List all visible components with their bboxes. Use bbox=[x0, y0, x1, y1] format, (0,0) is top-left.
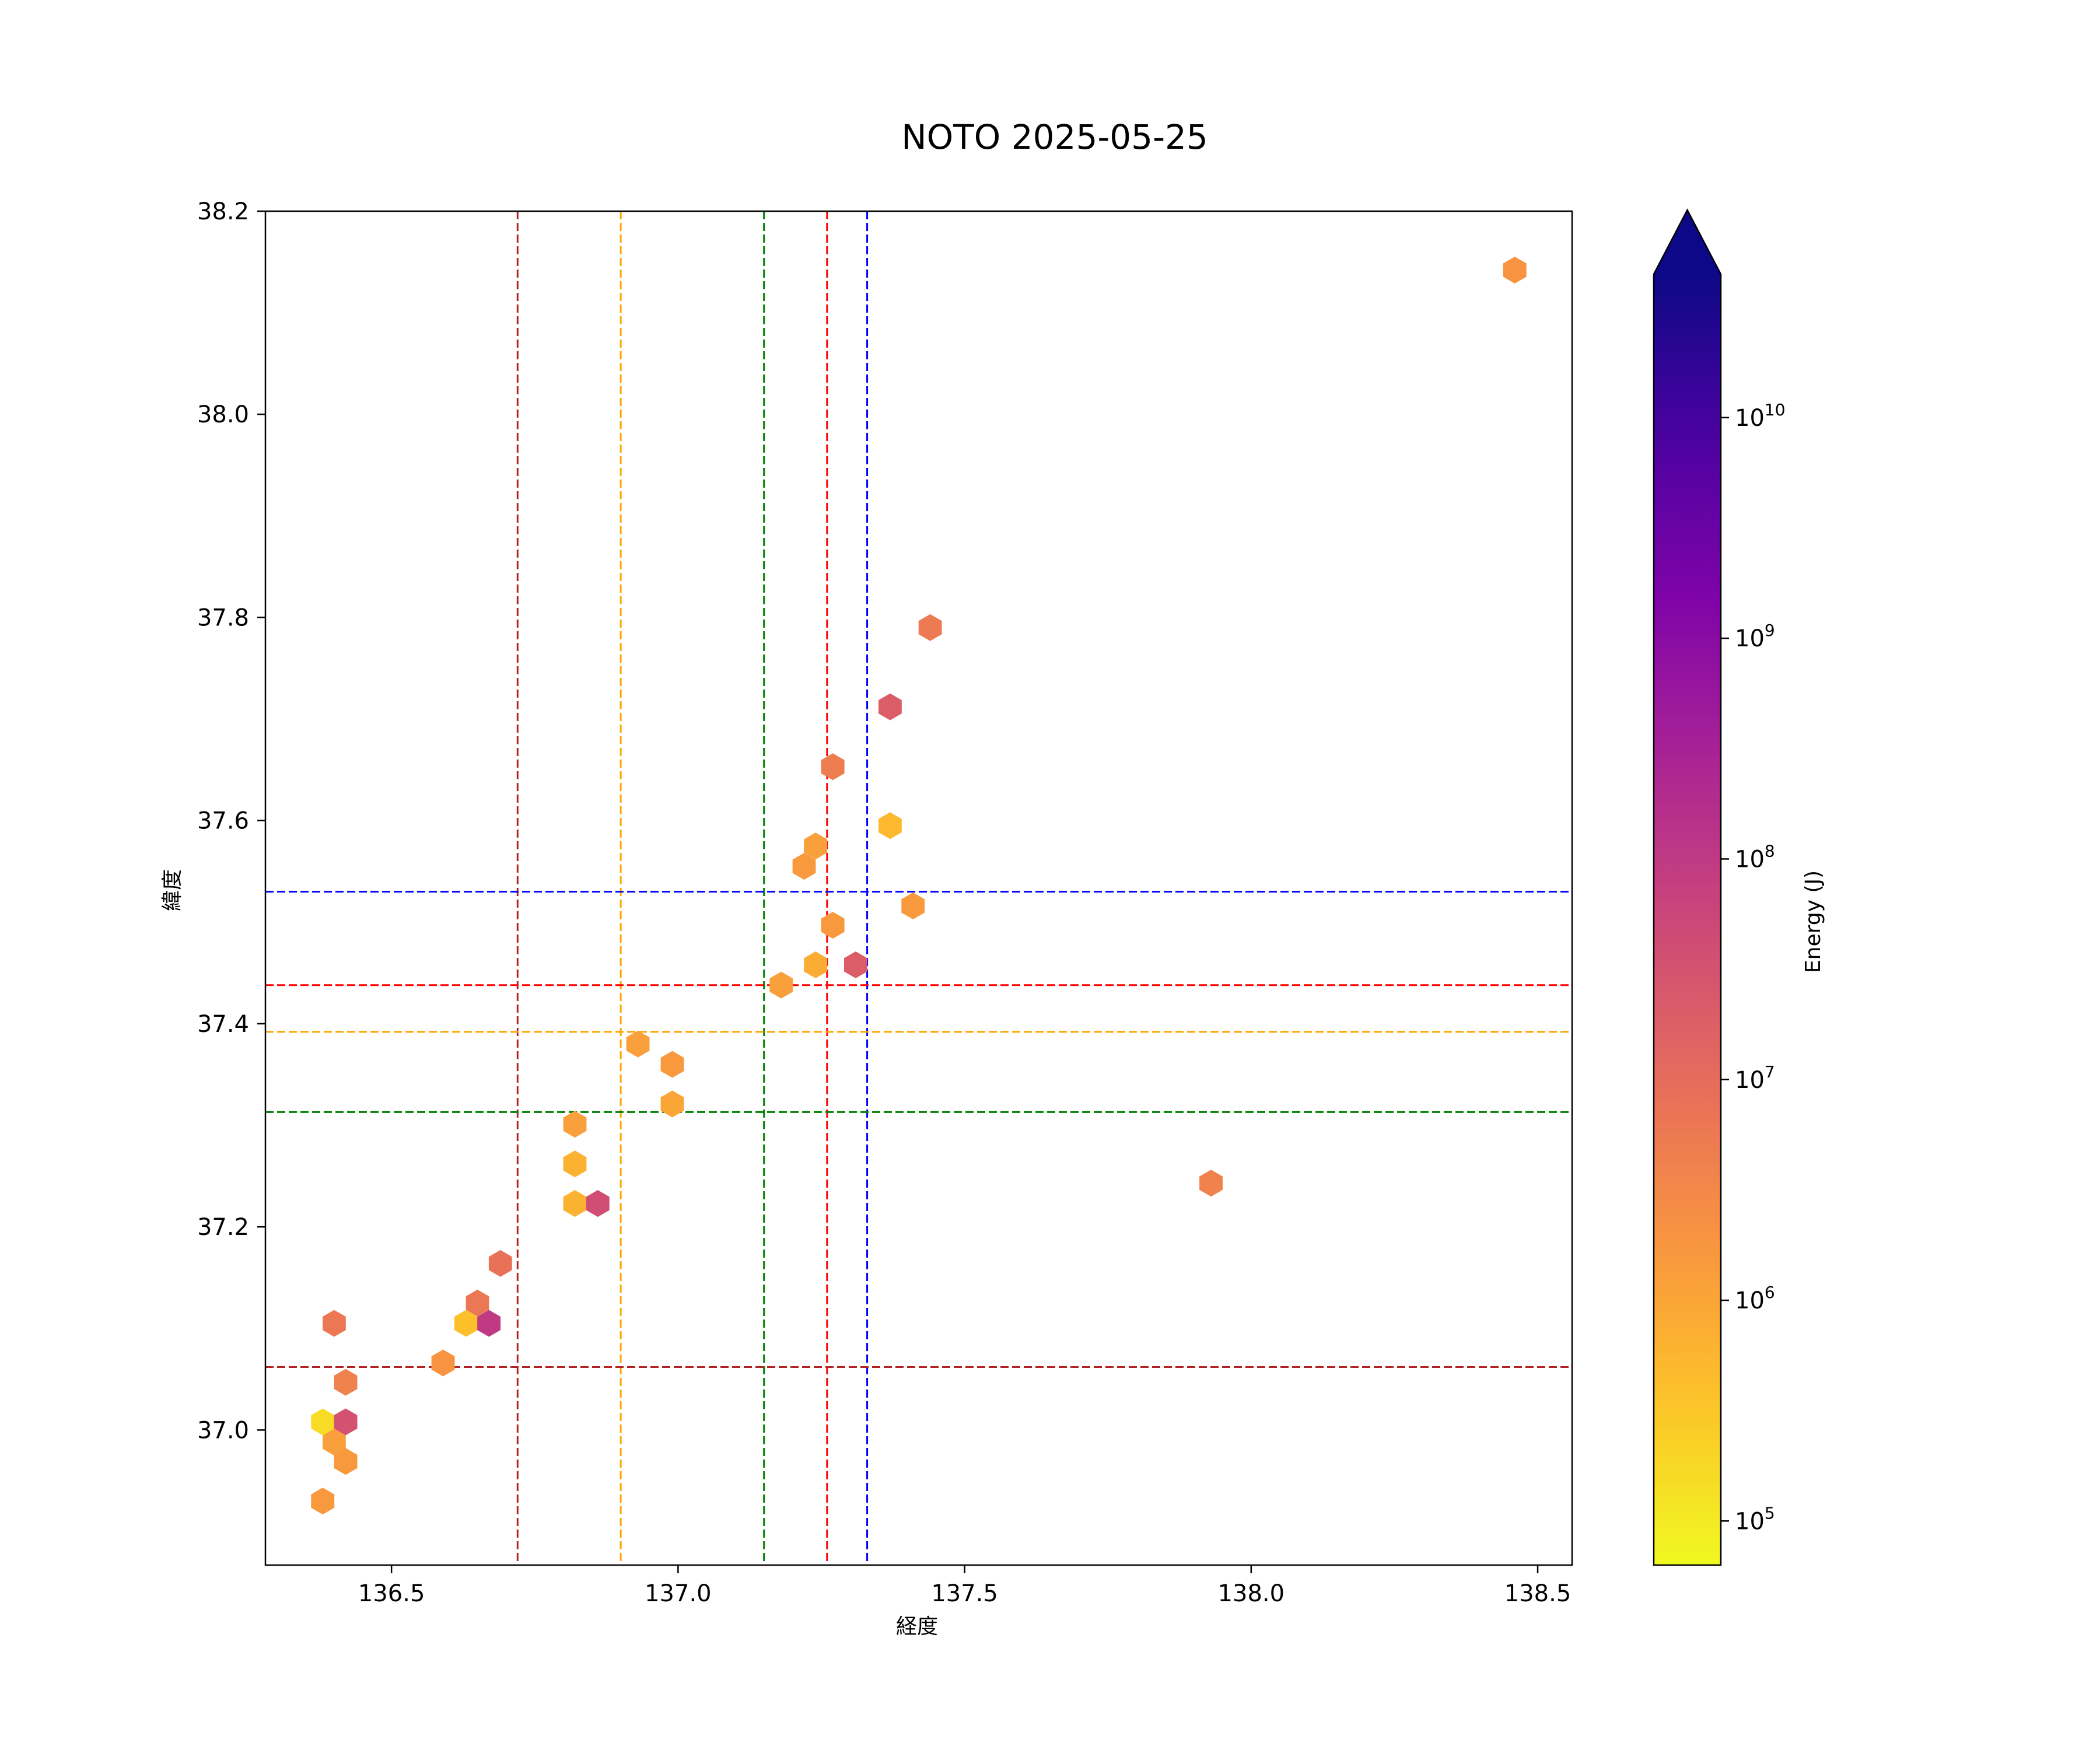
y-axis: 37.0 37.2 37.4 37.6 37.8 38.0 38.2 bbox=[197, 198, 265, 1444]
hexbin-cell bbox=[563, 1111, 587, 1138]
colorbar-gradient bbox=[1654, 274, 1721, 1565]
x-axis-label: 経度 bbox=[896, 1615, 938, 1639]
hexbin-cell bbox=[821, 753, 845, 780]
y-axis-label: 緯度 bbox=[160, 869, 184, 911]
hexbin-cell bbox=[431, 1349, 455, 1377]
hexbin-cell bbox=[844, 951, 867, 978]
x-tick-label: 137.5 bbox=[931, 1580, 998, 1607]
hexbin-cell bbox=[821, 912, 845, 939]
hexbin-cells bbox=[311, 257, 1527, 1515]
x-tick-label: 138.5 bbox=[1504, 1580, 1572, 1607]
hexbin-cell bbox=[1199, 1170, 1223, 1197]
hexbin-cell bbox=[334, 1448, 358, 1475]
hexbin-cell bbox=[804, 951, 828, 978]
x-tick-label: 137.0 bbox=[645, 1580, 712, 1607]
hexbin-cell bbox=[563, 1190, 587, 1217]
reference-lines bbox=[265, 211, 1572, 1565]
hexbin-cell bbox=[792, 853, 816, 880]
x-tick-label: 136.5 bbox=[358, 1580, 425, 1607]
hexbin-cell bbox=[477, 1310, 501, 1337]
colorbar: 105 106 107 108 109 1010 bbox=[1653, 208, 1786, 1566]
y-tick-label: 37.6 bbox=[197, 808, 249, 835]
y-tick-label: 37.0 bbox=[197, 1417, 249, 1444]
hexbin-cell bbox=[878, 812, 902, 839]
y-tick-label: 37.8 bbox=[197, 604, 249, 631]
colorbar-tick-label: 107 bbox=[1735, 1062, 1775, 1094]
hexbin-cell bbox=[334, 1368, 358, 1396]
hexbin-cell bbox=[488, 1250, 512, 1277]
hexbin-cell bbox=[311, 1408, 335, 1436]
y-tick-label: 37.2 bbox=[197, 1214, 249, 1241]
colorbar-frame bbox=[1653, 208, 1722, 1566]
chart-title: NOTO 2025-05-25 bbox=[901, 117, 1208, 157]
hexbin-cell bbox=[323, 1429, 346, 1456]
hexbin-cell bbox=[454, 1310, 478, 1337]
hexbin-cell bbox=[769, 971, 793, 999]
hexbin-cell bbox=[918, 614, 942, 641]
hexbin-cell bbox=[466, 1289, 489, 1317]
hexbin-cell bbox=[323, 1310, 346, 1337]
plot-area-frame bbox=[264, 210, 1573, 1566]
hexbin-cell bbox=[660, 1051, 684, 1078]
colorbar-tick-label: 1010 bbox=[1735, 400, 1786, 432]
colorbar-tick-label: 108 bbox=[1735, 841, 1775, 873]
colorbar-tick-label: 106 bbox=[1735, 1283, 1775, 1314]
y-tick-label: 38.0 bbox=[197, 401, 249, 428]
colorbar-tick-label: 105 bbox=[1735, 1503, 1775, 1535]
hexbin-cell bbox=[563, 1150, 587, 1178]
x-axis: 136.5 137.0 137.5 138.0 138.5 bbox=[358, 1565, 1571, 1607]
x-tick-label: 138.0 bbox=[1218, 1580, 1285, 1607]
hexbin-cell bbox=[660, 1090, 684, 1118]
hexbin-cell bbox=[804, 832, 828, 860]
colorbar-tick-label: 109 bbox=[1735, 621, 1775, 652]
colorbar-extend-arrow bbox=[1654, 210, 1721, 274]
hexbin-cell bbox=[311, 1488, 335, 1515]
hexbin-cell bbox=[586, 1190, 610, 1217]
y-tick-label: 37.4 bbox=[197, 1011, 249, 1038]
hexbin-cell bbox=[1503, 257, 1527, 284]
hexbin-cell bbox=[901, 892, 925, 919]
colorbar-label: Energy (J) bbox=[1801, 870, 1825, 973]
hexbin-cell bbox=[626, 1030, 650, 1058]
y-tick-label: 38.2 bbox=[197, 198, 249, 225]
hexbin-cell bbox=[878, 693, 902, 720]
hexbin-cell bbox=[334, 1408, 358, 1436]
